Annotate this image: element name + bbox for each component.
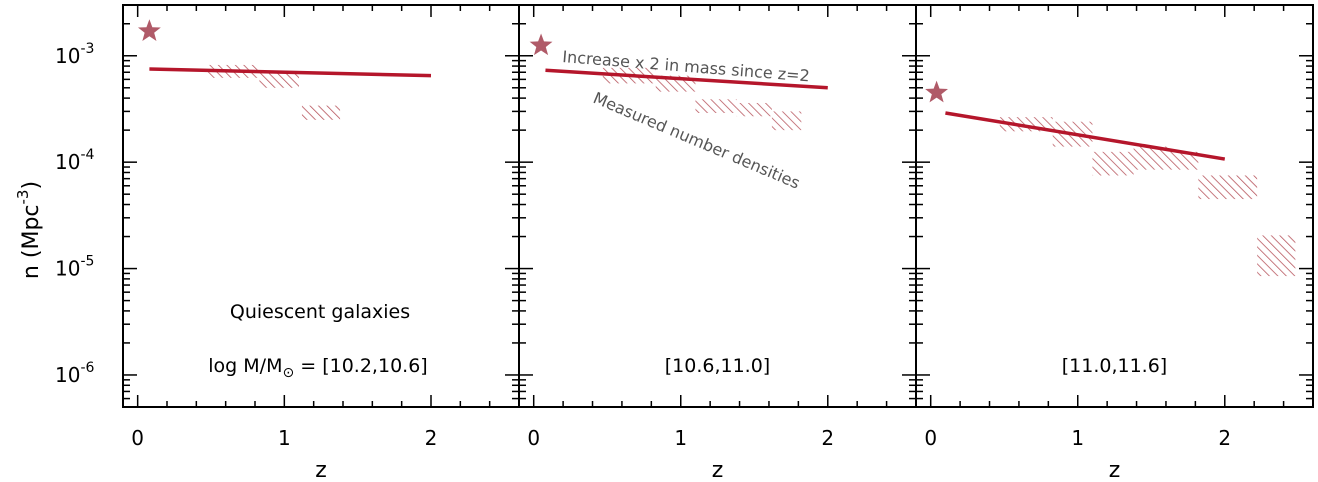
evolution-line	[545, 68, 828, 90]
y-axis-label: n (Mpc-3)	[14, 181, 44, 279]
x-tick-label: 2	[821, 426, 834, 450]
x-axis-label: z	[1109, 458, 1121, 482]
y-tick-label: 10-6	[55, 360, 95, 387]
panel-frame	[122, 4, 520, 408]
star-marker	[529, 33, 553, 56]
mass-range-label: log M/M⊙ = [10.2,10.6]	[208, 355, 427, 381]
panel-2: 0 1 2z[10.6,11.0]Increase x 2 in mass sinc…	[518, 4, 917, 482]
measured-density-box	[1257, 235, 1296, 277]
x-tick-label: 2	[1218, 426, 1231, 450]
mass-range-label: [11.0,11.6]	[1062, 355, 1167, 377]
panel-title: Quiescent galaxies	[230, 301, 410, 323]
measured-density-box	[259, 72, 299, 88]
y-tick-label: 10-4	[55, 147, 95, 174]
x-axis-label: z	[712, 458, 724, 482]
x-axis-label: z	[315, 458, 327, 482]
panel-3: 0 1 2 z [11.0,11.6]	[915, 4, 1314, 482]
measured-density-box	[771, 111, 802, 131]
star-marker	[925, 80, 948, 103]
x-tick-label: 0	[924, 426, 937, 450]
evolution-line	[149, 67, 432, 78]
measured-density-box	[1133, 146, 1169, 170]
measured-density-box	[301, 105, 341, 120]
panels-group: 0 1 2 z Quiescent galaxies log M/M⊙ = [10.2,1…	[55, 4, 1314, 482]
mass-range-label: [10.6,11.0]	[665, 355, 770, 377]
measured-density-box	[736, 102, 772, 117]
x-tick-label: 0	[527, 426, 540, 450]
y-tick-label: 10-5	[55, 254, 94, 281]
measured-density-box	[1092, 151, 1134, 176]
measured-density-box	[1168, 151, 1199, 170]
x-tick-label: 1	[1071, 426, 1084, 450]
panel-frame	[915, 4, 1314, 408]
x-tick-label: 1	[674, 426, 687, 450]
x-tick-label: 0	[131, 426, 144, 450]
measured-density-box	[695, 99, 737, 113]
measured-density-box	[1198, 175, 1258, 200]
star-marker	[137, 19, 161, 41]
panel-1: 0 1 2 z Quiescent galaxies log M/M⊙ = [10.2,1…	[122, 4, 520, 482]
y-tick-label: 10-3	[55, 41, 94, 68]
x-tick-label: 1	[278, 426, 291, 450]
x-tick-label: 2	[425, 426, 438, 450]
evolution-line	[945, 111, 1226, 161]
